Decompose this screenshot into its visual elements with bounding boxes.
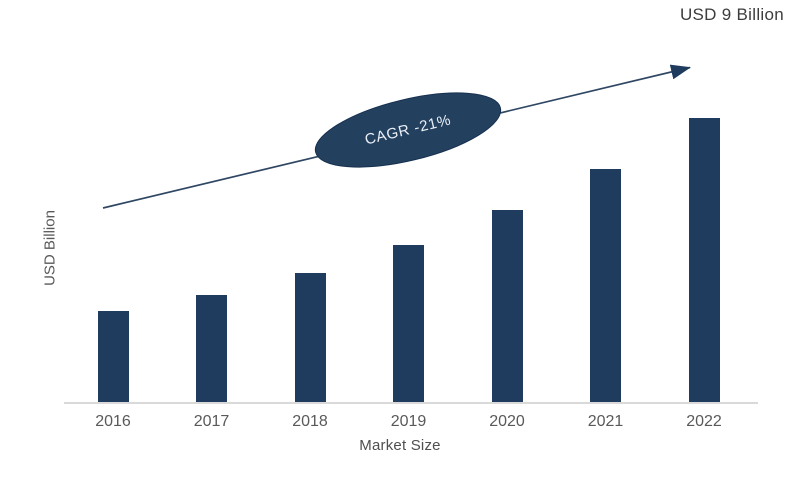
x-tick-2019: 2019 [390,413,427,430]
bar-2021 [590,169,621,403]
x-tick-2017: 2017 [193,413,230,430]
bar-2017 [196,295,227,403]
x-tick-2020: 2020 [489,413,525,430]
cagr-label: CAGR -21% [363,111,452,148]
x-tick-2018: 2018 [292,413,328,430]
bar-2018 [294,273,326,403]
y-axis-title: USD Billion [41,210,59,286]
x-tick-2016: 2016 [95,413,131,430]
x-axis-title: Market Size [359,437,441,454]
end-value-label: USD 9 Billion [679,5,784,24]
x-tick-2022: 2022 [686,413,722,430]
bar-2016 [97,311,129,403]
cagr-ellipse [314,92,502,168]
x-tick-2021: 2021 [587,413,624,430]
bar-2020 [491,210,523,403]
bar-2019 [393,245,424,403]
x-axis-line [64,402,758,404]
bar-2022 [688,118,720,403]
